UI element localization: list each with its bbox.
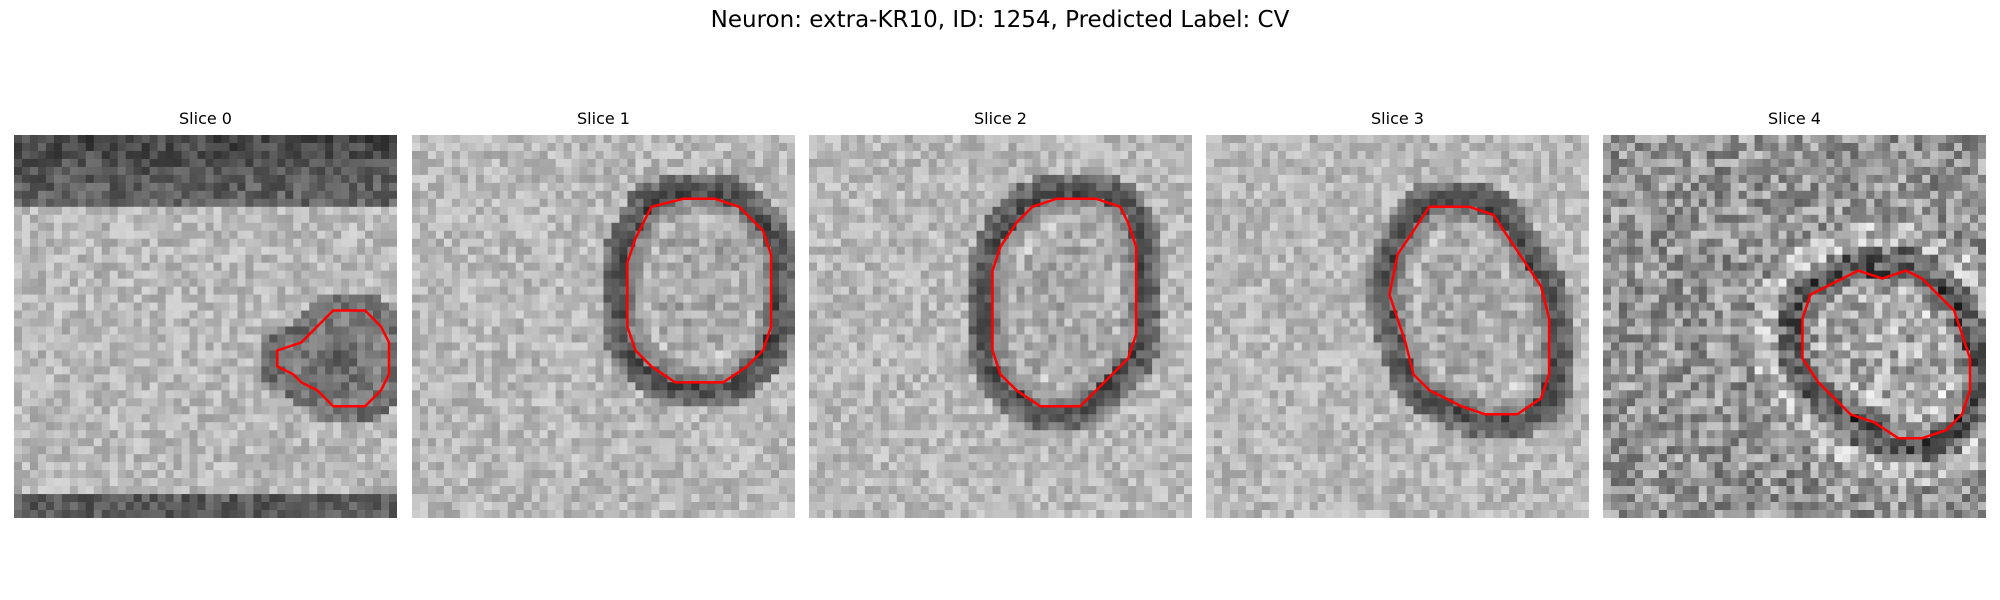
grayscale-texture xyxy=(1603,135,1986,518)
grayscale-texture xyxy=(1206,135,1589,518)
slice-image xyxy=(1603,135,1986,518)
slice-image xyxy=(809,135,1192,518)
slice-image xyxy=(412,135,795,518)
slice-panel-3: Slice 3 xyxy=(1206,108,1589,518)
segmentation-contour xyxy=(991,197,1138,408)
slice-title: Slice 3 xyxy=(1371,109,1424,128)
grayscale-texture xyxy=(809,135,1192,518)
segmentation-contour xyxy=(1801,269,1972,440)
slice-title: Slice 2 xyxy=(974,109,1027,128)
segmentation-contour xyxy=(1388,205,1551,416)
slice-panel-1: Slice 1 xyxy=(412,108,795,518)
figure-title: Neuron: extra-KR10, ID: 1254, Predicted … xyxy=(710,7,1290,33)
segmentation-contour xyxy=(626,197,773,384)
slice-title: Slice 1 xyxy=(577,109,630,128)
grayscale-texture xyxy=(412,135,795,518)
segmentation-contour xyxy=(276,309,391,408)
slice-panel-2: Slice 2 xyxy=(809,108,1192,518)
slice-panel-4: Slice 4 xyxy=(1603,108,1986,518)
slice-panel-0: Slice 0 xyxy=(14,108,397,518)
grayscale-texture xyxy=(14,135,397,518)
slice-title: Slice 0 xyxy=(179,109,232,128)
slice-image xyxy=(1206,135,1589,518)
slice-image xyxy=(14,135,397,518)
slice-title: Slice 4 xyxy=(1768,109,1821,128)
